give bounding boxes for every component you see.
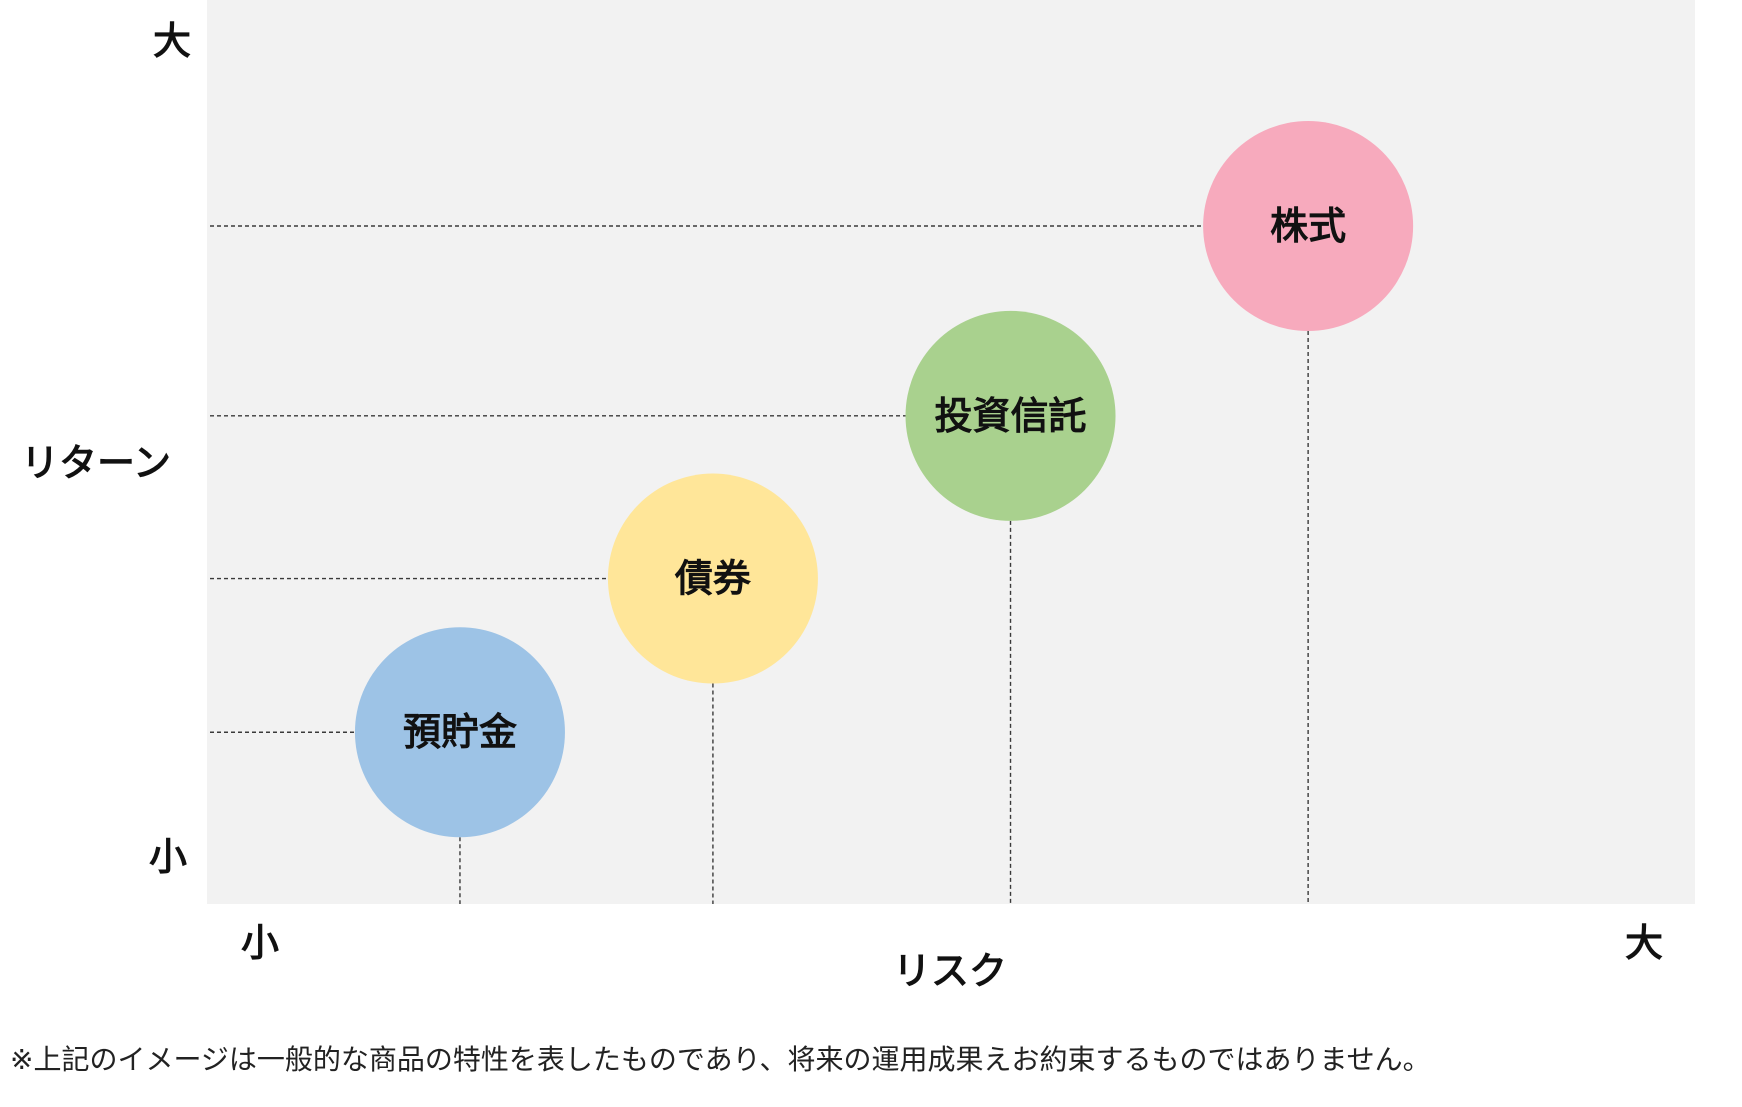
bubble-label: 株式	[1270, 204, 1346, 248]
bubble	[1203, 121, 1414, 331]
bubble	[607, 473, 818, 684]
x-axis-max-label: 大	[1625, 921, 1663, 965]
disclaimer-note: ※上記のイメージは一般的な商品の特性を表したものであり、将来の運用成果えお約束す…	[10, 1043, 1431, 1076]
bubble-label: 投資信託	[935, 394, 1087, 438]
x-axis-min-label: 小	[241, 921, 279, 965]
guide-lines	[210, 225, 1309, 904]
y-axis-max-label: 大	[153, 19, 191, 63]
x-axis-title: リスク	[893, 949, 1007, 993]
bubble	[354, 627, 565, 838]
y-axis-min-label: 小	[149, 835, 187, 879]
bubble-label: 預貯金	[403, 710, 518, 754]
bubbles: 預貯金 債券 投資信託 株式	[354, 121, 1414, 838]
bubble-label: 債券	[674, 557, 752, 601]
y-axis-title: リターン	[21, 441, 171, 485]
bubble	[905, 310, 1116, 521]
